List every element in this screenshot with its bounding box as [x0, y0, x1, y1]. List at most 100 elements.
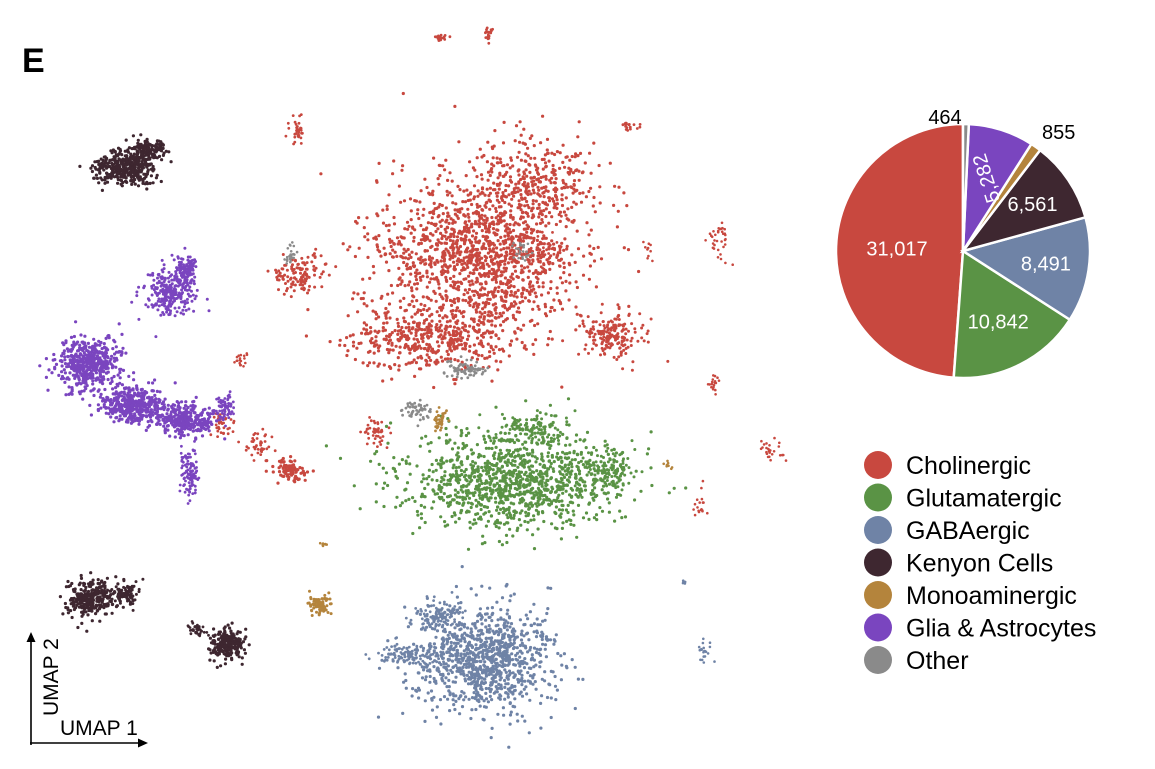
umap-point — [695, 498, 699, 502]
umap-point — [503, 200, 507, 205]
umap-point — [491, 468, 495, 472]
umap-point — [591, 488, 595, 493]
umap-point — [532, 493, 536, 498]
umap-point — [476, 303, 480, 307]
umap-point — [278, 271, 282, 275]
umap-point — [528, 698, 532, 702]
umap-point — [713, 381, 717, 385]
umap-point — [482, 699, 486, 703]
umap-point — [286, 279, 290, 283]
umap-point — [392, 159, 396, 163]
umap-point — [710, 382, 714, 386]
umap-point — [528, 262, 532, 266]
umap-point — [499, 235, 503, 239]
umap-point — [366, 255, 370, 259]
umap-point — [532, 518, 536, 522]
umap-point — [458, 334, 462, 338]
umap-point — [280, 458, 284, 462]
umap-point — [417, 344, 421, 348]
umap-point — [386, 348, 390, 352]
umap-point — [546, 607, 550, 611]
umap-point — [396, 356, 400, 360]
umap-point — [414, 361, 418, 365]
umap-point — [570, 465, 574, 469]
umap-point — [491, 348, 495, 352]
umap-point — [475, 291, 479, 295]
umap-point — [259, 453, 263, 456]
umap-point — [618, 493, 622, 497]
umap-point — [485, 160, 489, 164]
umap-point — [365, 328, 369, 332]
umap-point — [552, 252, 556, 256]
umap-point — [552, 460, 556, 464]
umap-point — [282, 292, 286, 296]
umap-point — [463, 288, 467, 292]
umap-point — [501, 320, 506, 324]
umap-point — [458, 606, 462, 610]
umap-point — [300, 466, 304, 470]
umap-point — [647, 447, 651, 451]
umap-point — [428, 211, 432, 215]
umap-point — [473, 168, 477, 172]
umap-point — [562, 248, 566, 252]
umap-point — [373, 329, 377, 333]
umap-point — [542, 246, 545, 250]
umap-point — [490, 677, 494, 681]
umap-point — [369, 419, 373, 423]
umap-point — [389, 421, 393, 425]
umap-point — [453, 382, 457, 386]
umap-point — [484, 36, 488, 39]
umap-point — [454, 377, 458, 382]
umap-point — [467, 491, 471, 495]
umap-point — [615, 460, 619, 464]
umap-point — [612, 471, 616, 475]
umap-point — [606, 334, 610, 338]
umap-point — [499, 672, 503, 677]
umap-point — [437, 240, 441, 244]
umap-point — [511, 313, 515, 317]
umap-point — [376, 422, 380, 426]
umap-point — [461, 441, 465, 446]
umap-point — [362, 226, 366, 230]
panel-letter: E — [22, 42, 45, 80]
umap-point — [381, 435, 385, 438]
umap-point — [628, 125, 632, 129]
umap-point — [615, 475, 619, 479]
umap-point — [487, 274, 491, 279]
umap-point — [594, 460, 598, 464]
umap-point — [462, 242, 467, 246]
umap-point — [552, 298, 556, 302]
umap-point — [569, 167, 573, 172]
umap-point — [563, 463, 568, 467]
umap-point — [503, 460, 507, 464]
umap-point — [425, 295, 429, 299]
umap-point — [465, 494, 469, 498]
umap-point — [372, 351, 376, 355]
umap-point — [445, 650, 449, 654]
umap-point — [595, 518, 599, 522]
umap-point — [494, 209, 498, 214]
umap-point — [438, 220, 442, 224]
umap-point — [411, 531, 415, 536]
umap-point — [490, 278, 494, 282]
umap-point — [298, 114, 301, 118]
umap-point — [556, 428, 560, 432]
umap-point — [477, 319, 481, 323]
umap-point — [576, 503, 581, 507]
umap-point — [561, 487, 565, 491]
umap-point — [475, 357, 480, 361]
umap-point — [473, 469, 477, 473]
umap-point — [437, 182, 441, 186]
umap-point — [549, 715, 553, 720]
umap-point — [619, 351, 623, 354]
umap-point — [446, 357, 450, 361]
umap-point — [448, 459, 452, 463]
umap-point — [495, 222, 499, 226]
umap-point — [509, 516, 514, 520]
umap-point — [549, 439, 553, 444]
umap-point — [439, 488, 443, 492]
umap-point — [469, 317, 474, 321]
umap-point — [490, 698, 494, 702]
umap-point — [519, 328, 523, 332]
umap-point — [467, 280, 471, 284]
